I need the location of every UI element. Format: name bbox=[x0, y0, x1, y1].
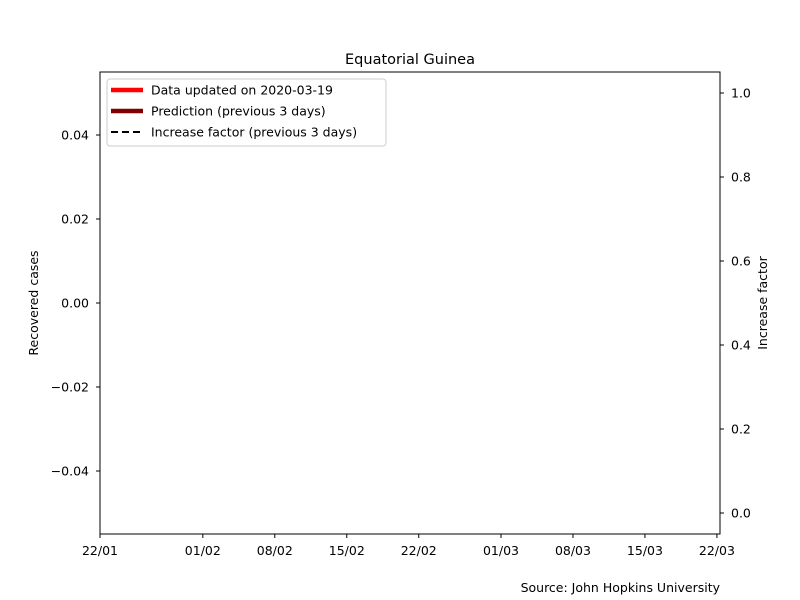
y-tick-right-label: 0.4 bbox=[731, 338, 751, 353]
legend-label: Increase factor (previous 3 days) bbox=[151, 125, 357, 140]
y-tick-right-label: 0.2 bbox=[731, 422, 751, 437]
x-tick-label: 22/02 bbox=[401, 543, 437, 558]
chart-title: Equatorial Guinea bbox=[345, 52, 475, 68]
y-tick-right-label: 0.0 bbox=[731, 506, 751, 521]
legend: Data updated on 2020-03-19 Prediction (pr… bbox=[106, 78, 387, 147]
x-tick-label: 22/03 bbox=[699, 543, 735, 558]
legend-label: Prediction (previous 3 days) bbox=[151, 104, 326, 119]
x-tick-label: 15/03 bbox=[627, 543, 663, 558]
y-tick-right-label: 0.6 bbox=[731, 254, 751, 269]
x-tick-label: 15/02 bbox=[329, 543, 365, 558]
ticks-layer: 22/01 01/02 08/02 15/02 22/02 01/03 08/03 15/03… bbox=[51, 86, 751, 559]
y-axis-left-label: Recovered cases bbox=[26, 250, 41, 355]
legend-label: Data updated on 2020-03-19 bbox=[151, 83, 333, 98]
plot-frame bbox=[99, 71, 721, 535]
y-tick-left-label: 0.04 bbox=[61, 128, 89, 143]
y-tick-left-label: 0.02 bbox=[61, 212, 89, 227]
source-note: Source: John Hopkins University bbox=[521, 580, 721, 595]
x-tick-label: 01/02 bbox=[185, 543, 221, 558]
x-tick-label: 22/01 bbox=[82, 543, 118, 558]
y-axis-right-label: Increase factor bbox=[755, 255, 770, 349]
y-tick-right-label: 0.8 bbox=[731, 170, 751, 185]
legend-box bbox=[106, 78, 387, 147]
y-tick-left-label: 0.00 bbox=[61, 296, 89, 311]
x-tick-label: 08/02 bbox=[257, 543, 293, 558]
y-tick-left-label: −0.04 bbox=[51, 464, 89, 479]
x-tick-label: 01/03 bbox=[483, 543, 519, 558]
y-tick-left-label: −0.02 bbox=[51, 380, 89, 395]
x-tick-label: 08/03 bbox=[555, 543, 591, 558]
y-tick-right-label: 1.0 bbox=[731, 86, 751, 101]
